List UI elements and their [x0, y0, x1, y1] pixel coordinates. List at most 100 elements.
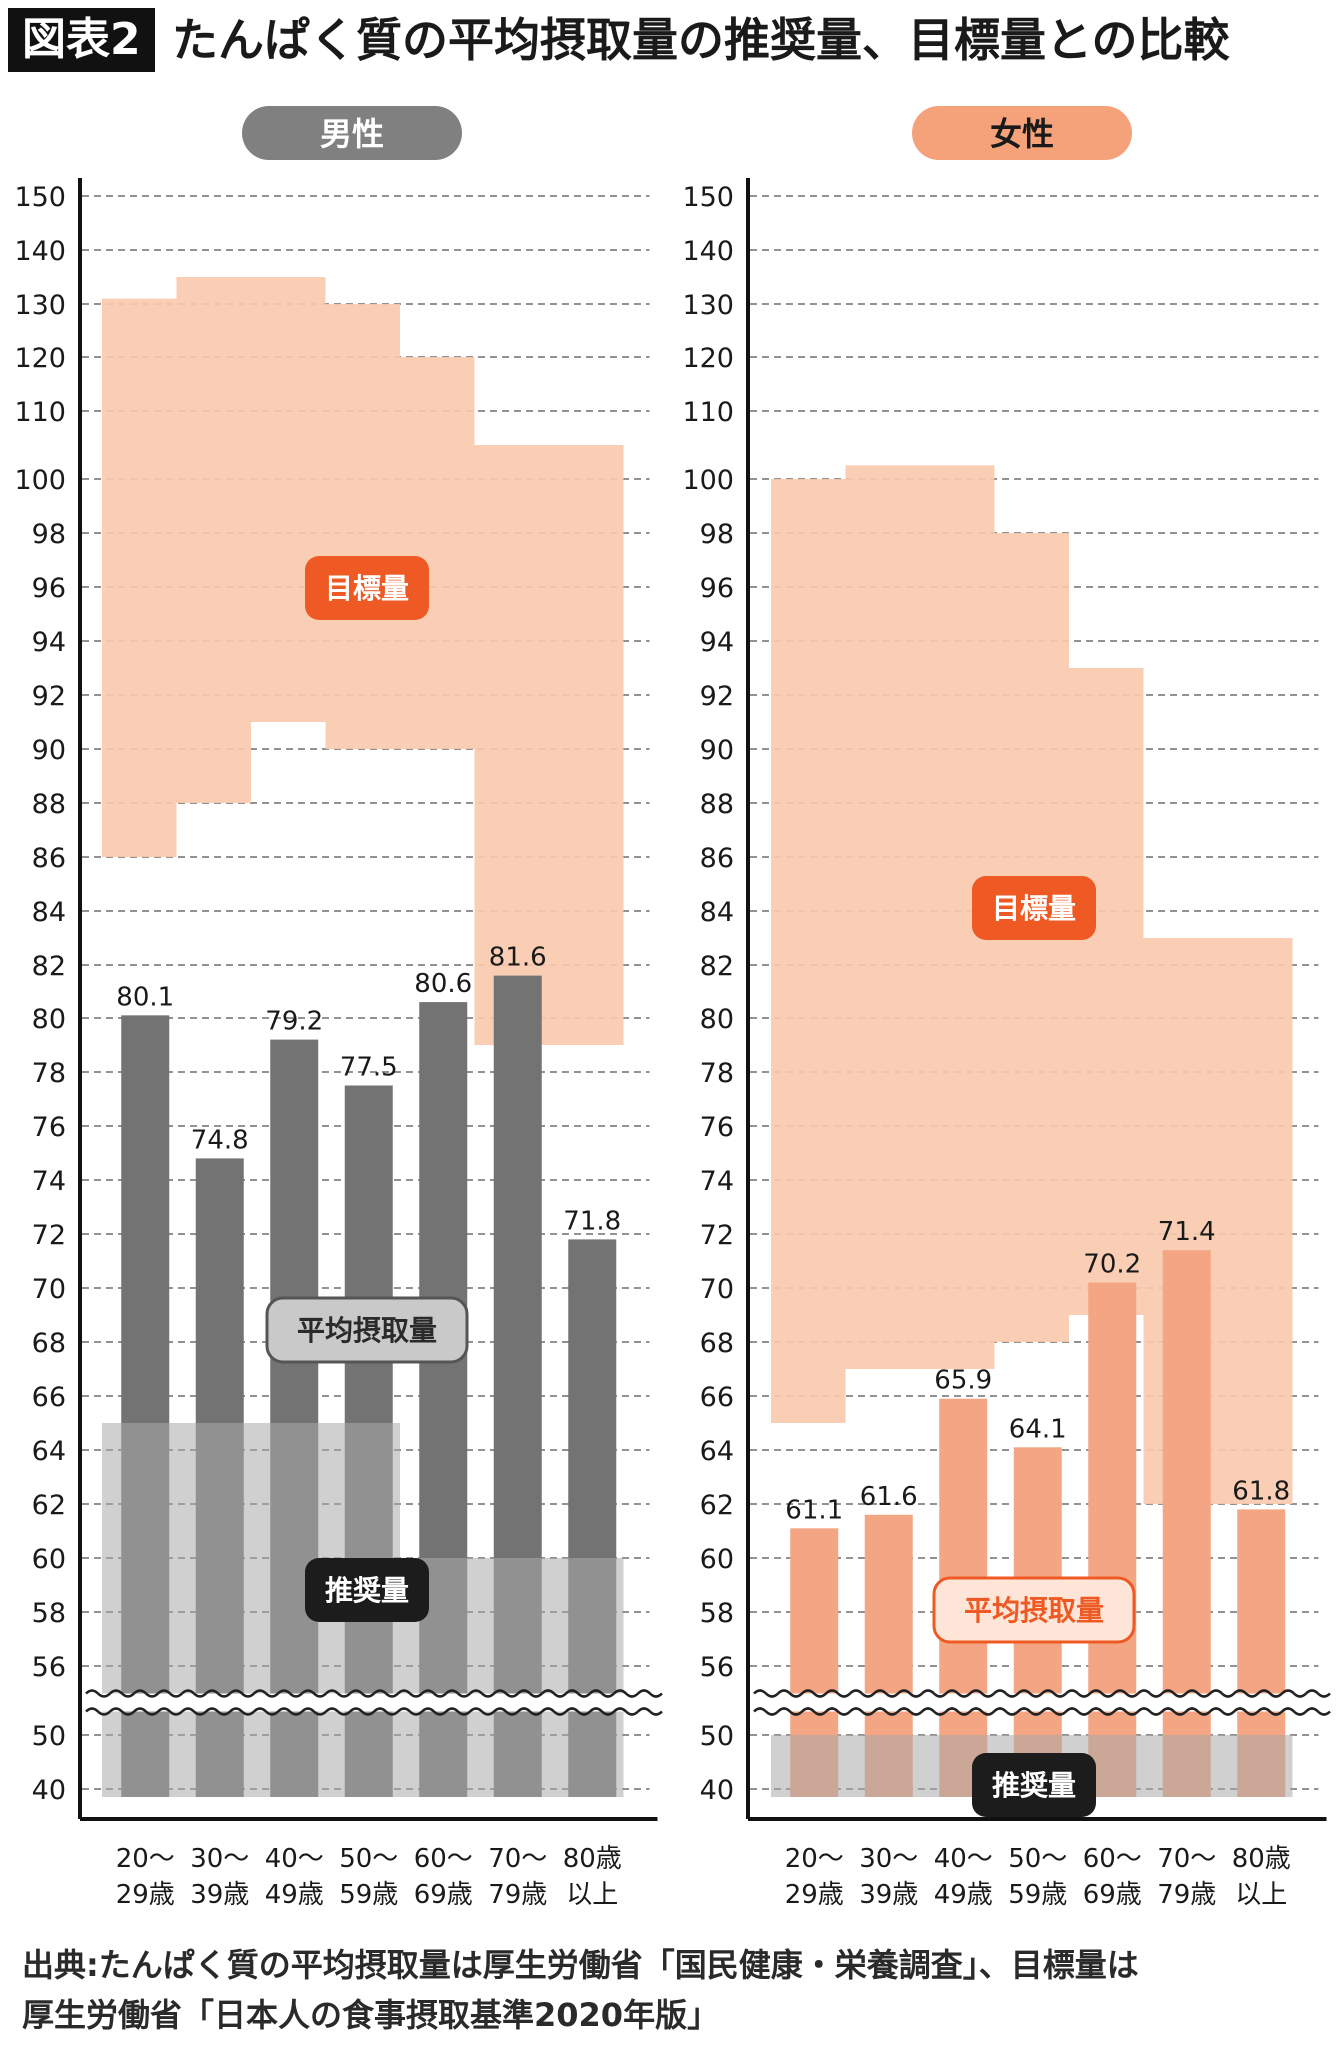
male-y-tick-label: 94 [32, 627, 66, 658]
male-break-line [85, 1707, 663, 1716]
male-tag-recommended-bg [305, 1558, 429, 1622]
female-break-line [753, 1707, 1331, 1716]
male-panel-pill [242, 106, 462, 160]
female-y-tick-label: 80 [700, 1004, 734, 1035]
female-y-tick-label: 64 [700, 1436, 734, 1467]
female-target-band [771, 465, 1293, 1504]
female-x-tick-label: 70〜 [1157, 1844, 1216, 1874]
male-x-tick-label: 79歳 [488, 1880, 547, 1910]
female-y-tick-label: 58 [700, 1598, 734, 1629]
female-x-tick-label: 40〜 [934, 1844, 993, 1874]
female-bar-label: 71.4 [1158, 1217, 1216, 1247]
male-tag-target: 目標量 [325, 572, 409, 605]
male-x-tick-label: 70〜 [488, 1844, 547, 1874]
male-tag-recommended: 推奨量 [325, 1574, 409, 1607]
female-y-tick-label: 100 [682, 465, 734, 496]
male-y-tick-label: 88 [32, 789, 66, 820]
male-y-tick-label: 90 [32, 735, 66, 766]
male-x-tick-label: 49歳 [265, 1880, 324, 1910]
male-x-tick-label: 80歳 [563, 1844, 622, 1874]
female-y-tick-label: 98 [700, 519, 734, 550]
female-x-tick-label: 60〜 [1083, 1844, 1142, 1874]
male-x-tick-label: 40〜 [265, 1844, 324, 1874]
male-panel-label: 男性 [320, 115, 384, 153]
female-bar-label: 61.8 [1232, 1476, 1290, 1506]
female-y-tick-label: 86 [700, 843, 734, 874]
female-bar-label: 61.6 [860, 1482, 918, 1512]
male-y-tick-label: 82 [32, 951, 66, 982]
male-tag-target-bg [305, 556, 429, 620]
male-target-band [102, 277, 624, 1045]
female-tag-average: 平均摂取量 [964, 1594, 1104, 1627]
female-y-tick-label: 92 [700, 681, 734, 712]
male-tag-average-bg [265, 1296, 469, 1364]
female-y-tick-label: 96 [700, 573, 734, 604]
male-break-line [85, 1689, 663, 1698]
female-tag-recommended: 推奨量 [992, 1769, 1076, 1802]
female-bar-label: 65.9 [934, 1366, 992, 1396]
figure-title: たんぱく質の平均摂取量の推奨量、目標量との比較 [172, 13, 1230, 67]
female-y-tick-label: 110 [682, 397, 734, 428]
female-y-tick-label: 78 [700, 1058, 734, 1089]
female-y-tick-label: 70 [700, 1274, 734, 1305]
female-x-tick-label: 49歳 [934, 1880, 993, 1910]
male-x-tick-label: 59歳 [339, 1880, 398, 1910]
female-bar-label: 70.2 [1083, 1250, 1141, 1280]
male-y-tick-label: 62 [32, 1490, 66, 1521]
figure-badge: 図表2 [8, 8, 155, 72]
male-y-tick-label: 58 [32, 1598, 66, 1629]
female-y-tick-label: 94 [700, 627, 734, 658]
female-y-tick-label: 72 [700, 1220, 734, 1251]
male-bar-label: 81.6 [489, 943, 547, 973]
header: 図表2 たんぱく質の平均摂取量の推奨量、目標量との比較 [0, 0, 1340, 80]
male-x-tick-label: 50〜 [339, 1844, 398, 1874]
female-tag-target-bg [972, 876, 1096, 940]
male-y-tick-label: 70 [32, 1274, 66, 1305]
male-x-tick-label: 60〜 [414, 1844, 473, 1874]
female-y-tick-label: 60 [700, 1544, 734, 1575]
male-bar-label: 71.8 [563, 1206, 621, 1236]
male-x-tick-label: 20〜 [116, 1844, 175, 1874]
male-x-tick-label: 69歳 [414, 1880, 473, 1910]
female-x-tick-label: 39歳 [859, 1880, 918, 1910]
male-bar-label: 74.8 [191, 1125, 249, 1155]
male-axis-break [86, 1693, 644, 1712]
male-y-tick-label: 76 [32, 1112, 66, 1143]
male-y-tick-label: 120 [14, 343, 66, 374]
male-y-tick-label: 40 [32, 1775, 66, 1806]
male-y-tick-label: 60 [32, 1544, 66, 1575]
female-axis-break [754, 1693, 1313, 1712]
female-tag-target: 目標量 [992, 892, 1076, 925]
female-y-tick-label: 40 [700, 1775, 734, 1806]
male-x-tick-label: 30〜 [190, 1844, 249, 1874]
female-y-tick-label: 150 [682, 182, 734, 213]
female-y-tick-label: 88 [700, 789, 734, 820]
female-y-tick-label: 68 [700, 1328, 734, 1359]
male-y-tick-label: 100 [14, 465, 66, 496]
female-break-line [753, 1689, 1331, 1698]
male-y-tick-label: 150 [14, 182, 66, 213]
male-y-tick-label: 130 [14, 290, 66, 321]
female-y-tick-label: 120 [682, 343, 734, 374]
male-y-tick-label: 98 [32, 519, 66, 550]
female-x-tick-label: 80歳 [1232, 1844, 1291, 1874]
female-x-tick-label: 59歳 [1008, 1880, 1067, 1910]
female-y-tick-label: 66 [700, 1382, 734, 1413]
chart-area: 男性 80.1 74.8 79.2 77.5 80.6 81.6 71.8 150 140 130 1… [14, 106, 1331, 1910]
female-tag-recommended-bg [972, 1753, 1096, 1817]
female-x-tick-label: 29歳 [785, 1880, 844, 1910]
female-panel-pill [912, 106, 1132, 160]
male-y-tick-label: 68 [32, 1328, 66, 1359]
female-bar-label: 61.1 [785, 1495, 843, 1525]
male-bar-label: 80.1 [116, 982, 174, 1012]
female-panel-label: 女性 [990, 115, 1054, 153]
female-x-tick-label: 以上 [1235, 1880, 1287, 1910]
male-bar-label: 77.5 [340, 1053, 398, 1083]
female-y-tick-label: 130 [682, 290, 734, 321]
male-y-tick-label: 78 [32, 1058, 66, 1089]
male-y-tick-label: 110 [14, 397, 66, 428]
male-tag-average: 平均摂取量 [297, 1314, 437, 1347]
male-y-tick-label: 92 [32, 681, 66, 712]
female-y-tick-label: 56 [700, 1652, 734, 1683]
male-y-tick-label: 56 [32, 1652, 66, 1683]
